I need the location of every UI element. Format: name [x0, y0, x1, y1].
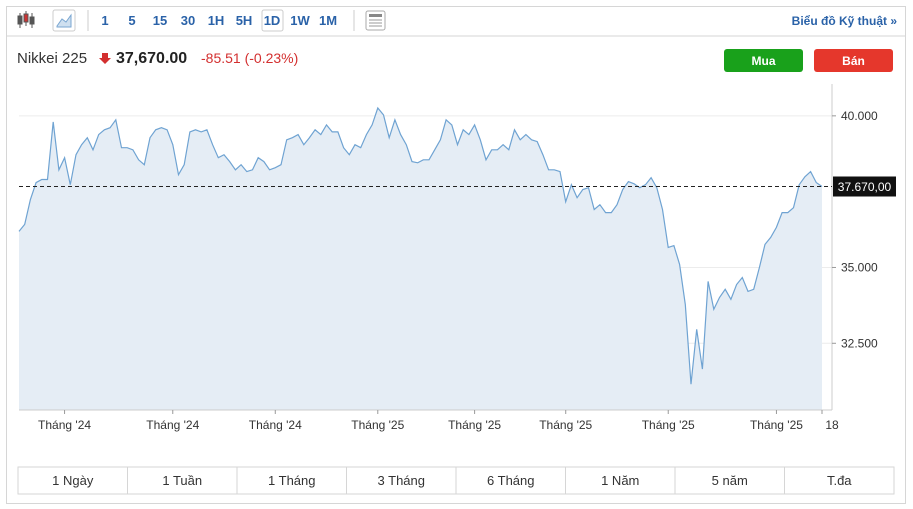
x-tick-label: Tháng '25: [642, 418, 695, 432]
x-tick-label: Tháng '24: [146, 418, 199, 432]
instrument-name: Nikkei 225: [17, 50, 87, 67]
range-button[interactable]: 6 Tháng: [487, 473, 534, 488]
x-tick-label: Tháng '25: [351, 418, 404, 432]
interval-button[interactable]: 1M: [319, 13, 337, 28]
area-icon[interactable]: [52, 9, 76, 32]
x-tick-label: Tháng '25: [750, 418, 803, 432]
buy-label[interactable]: Mua: [752, 54, 776, 68]
range-button[interactable]: 1 Tháng: [268, 473, 315, 488]
interval-button[interactable]: 5H: [236, 13, 253, 28]
interval-button[interactable]: 15: [153, 13, 167, 28]
current-price-tag: [833, 176, 896, 197]
range-button[interactable]: 5 năm: [712, 473, 748, 488]
price: 37,670.00: [116, 50, 187, 67]
active-interval-box: [261, 9, 284, 32]
x-tick-label: Tháng '24: [38, 418, 91, 432]
x-tick-label: Tháng '25: [448, 418, 501, 432]
interval-button[interactable]: 5: [128, 13, 135, 28]
area-fill: [19, 108, 822, 410]
table-icon[interactable]: [365, 10, 386, 31]
range-button[interactable]: 1 Tuần: [162, 473, 202, 488]
sell-button[interactable]: [814, 49, 893, 72]
down-arrow: [99, 53, 111, 64]
y-tick-label: 35.000: [841, 260, 878, 274]
y-tick-label: 40.000: [841, 109, 878, 123]
x-tick-label: 18: [825, 418, 839, 432]
technical-link[interactable]: Biểu đồ Kỹ thuật »: [792, 14, 898, 28]
interval-button[interactable]: 1H: [208, 13, 225, 28]
interval-button[interactable]: 30: [181, 13, 195, 28]
widget: [6, 6, 906, 504]
buy-button[interactable]: [724, 49, 803, 72]
interval-button[interactable]: 1D: [264, 13, 281, 28]
price-change: -85.51 (-0.23%): [201, 50, 298, 66]
candle-icon[interactable]: [17, 11, 35, 28]
sell-label[interactable]: Bán: [842, 54, 865, 68]
x-tick-label: Tháng '24: [249, 418, 302, 432]
price-line: [18, 106, 823, 385]
x-tick-label: Tháng '25: [539, 418, 592, 432]
range-button[interactable]: 3 Tháng: [378, 473, 425, 488]
interval-button[interactable]: 1W: [290, 13, 310, 28]
range-button[interactable]: T.đa: [827, 473, 852, 488]
current-price-label: 37.670,00: [838, 180, 892, 194]
range-button[interactable]: 1 Năm: [601, 473, 639, 488]
y-tick-label: 32.500: [841, 336, 878, 350]
range-button[interactable]: 1 Ngày: [52, 473, 94, 488]
interval-button[interactable]: 1: [101, 13, 108, 28]
